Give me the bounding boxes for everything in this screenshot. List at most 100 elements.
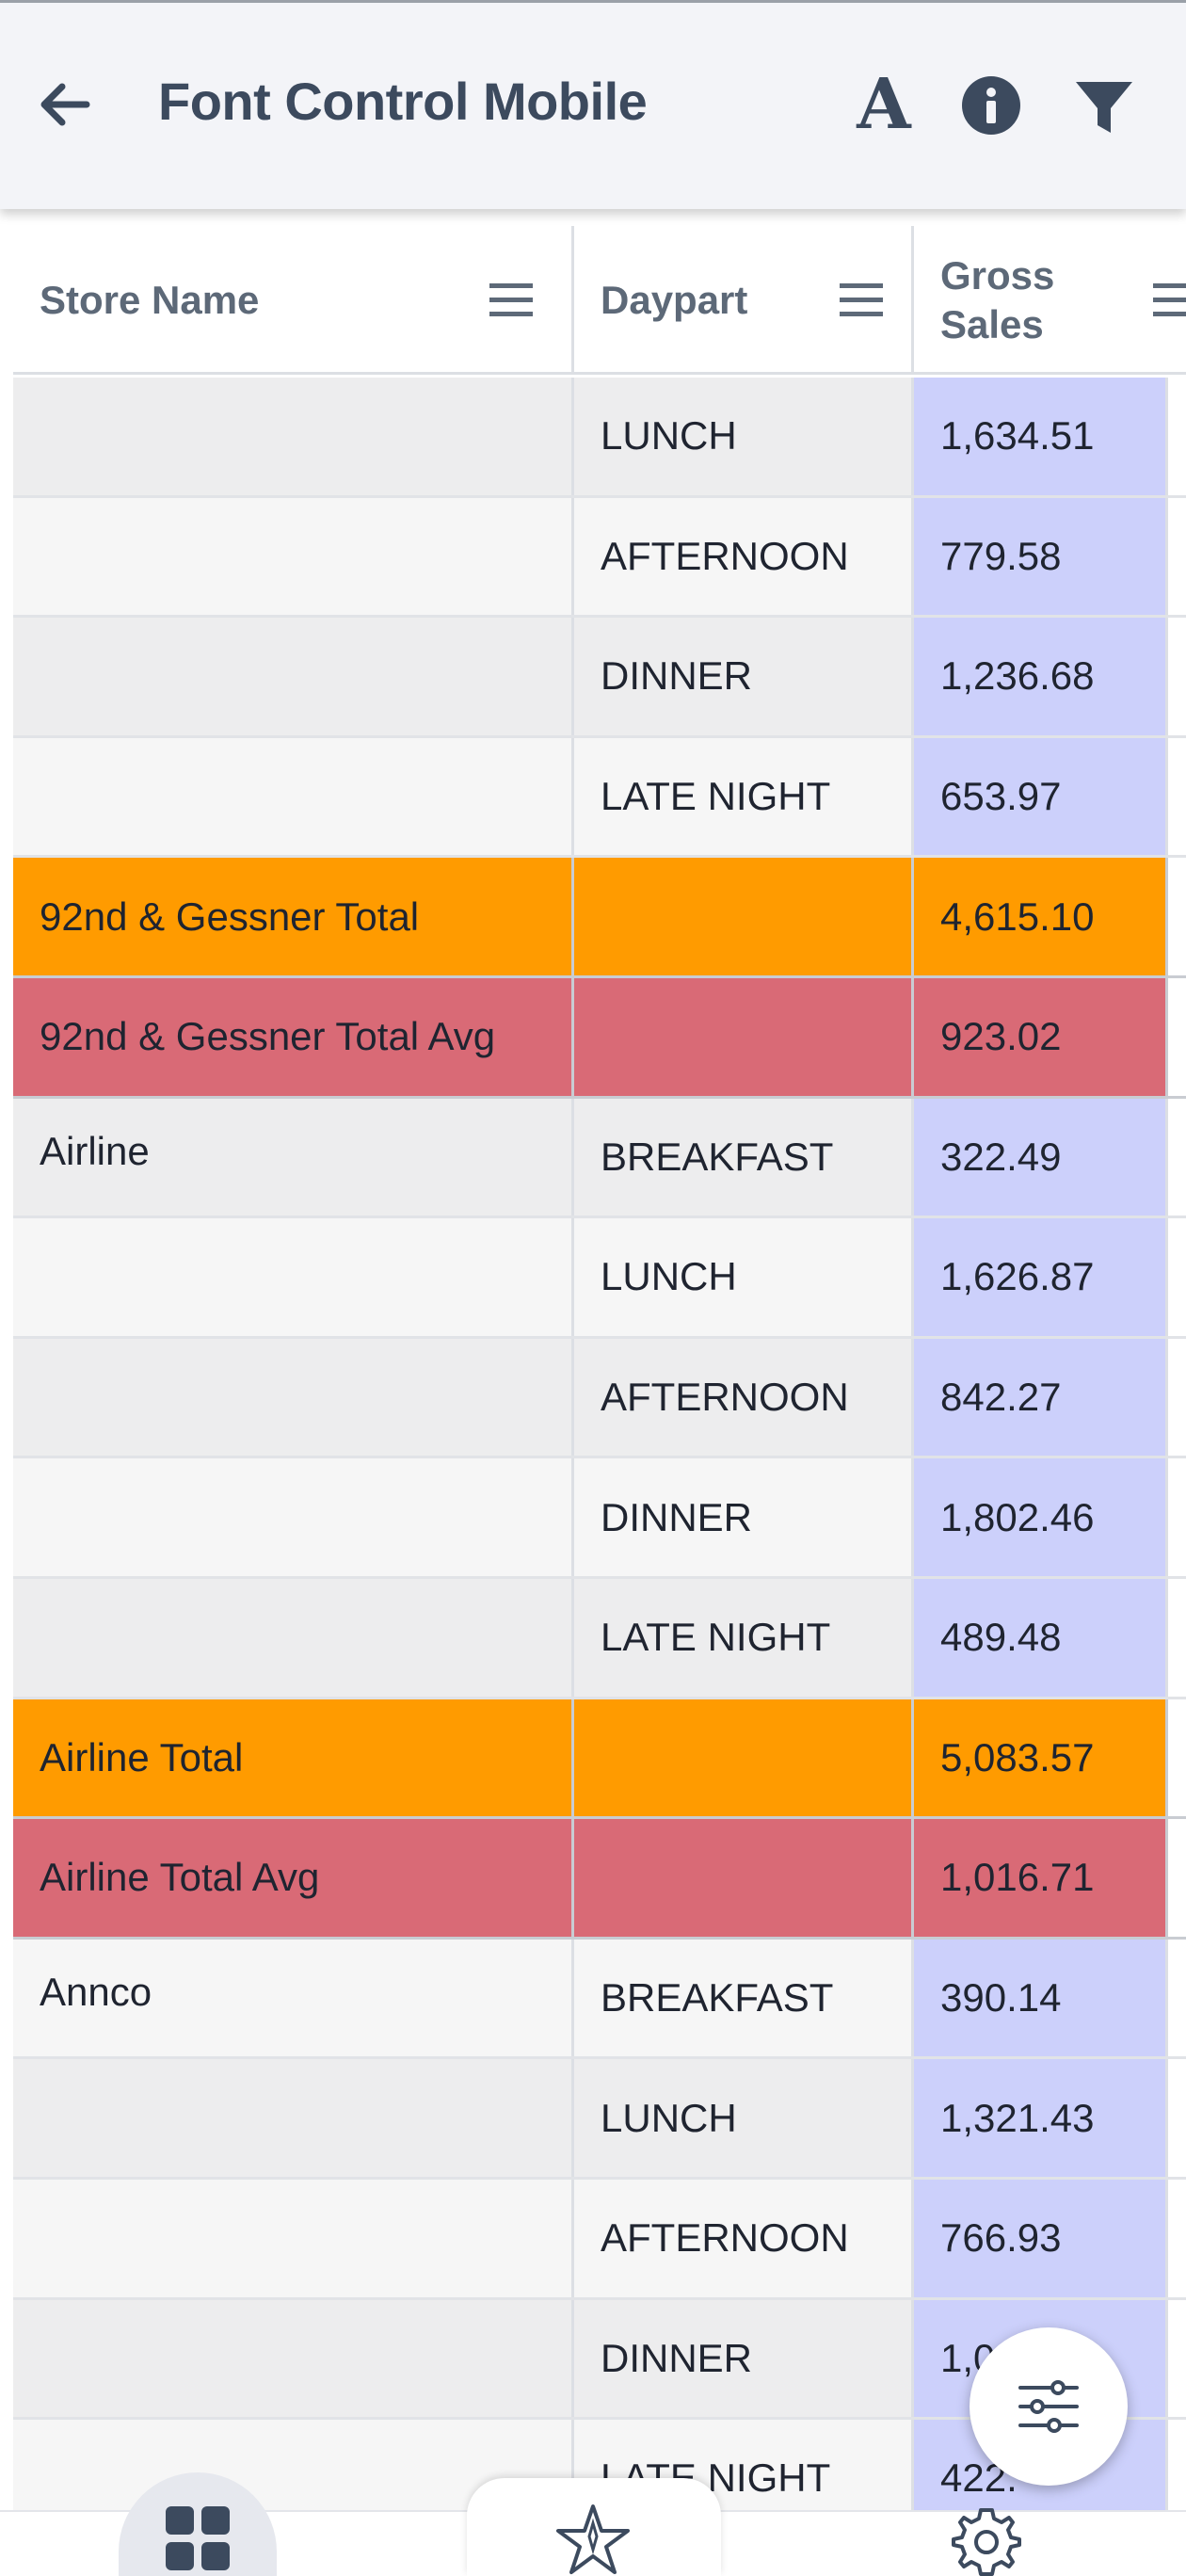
- font-size-icon[interactable]: A: [857, 64, 911, 145]
- column-header-daypart[interactable]: Daypart: [574, 226, 914, 375]
- info-icon[interactable]: [960, 74, 1022, 137]
- cell-store-name[interactable]: [13, 737, 574, 856]
- cell-store-name[interactable]: [13, 618, 574, 735]
- cell-gross-sales[interactable]: 779.58: [914, 497, 1168, 616]
- cell-store-name[interactable]: [13, 2059, 574, 2177]
- cell-store-name[interactable]: Annco: [13, 1939, 574, 2057]
- cell-daypart[interactable]: LUNCH: [574, 1218, 914, 1336]
- cell-text: 1,016.71: [940, 1855, 1095, 1900]
- cell-gross-sales[interactable]: 5,083.57: [914, 1699, 1168, 1817]
- back-arrow-icon[interactable]: [36, 76, 92, 133]
- cell-daypart[interactable]: AFTERNOON: [574, 2179, 914, 2297]
- cell-daypart[interactable]: [574, 1699, 914, 1817]
- table-row[interactable]: AFTERNOON 766.93: [13, 2179, 1186, 2300]
- total-row[interactable]: 92nd & Gessner Total 4,615.10: [13, 858, 1186, 978]
- cell-daypart[interactable]: [574, 1819, 914, 1937]
- column-menu-icon[interactable]: [489, 280, 533, 321]
- cell-store-name[interactable]: [13, 2299, 574, 2418]
- gear-icon[interactable]: [951, 2504, 1022, 2576]
- cell-gross-sales[interactable]: 923.02: [914, 977, 1168, 1096]
- column-menu-icon[interactable]: [1153, 280, 1186, 321]
- nav-item-dashboard[interactable]: [119, 2472, 277, 2576]
- table-row[interactable]: LUNCH 1,634.51: [13, 378, 1186, 498]
- table-row[interactable]: LUNCH 1,626.87: [13, 1218, 1186, 1339]
- cell-text: 5,083.57: [940, 1734, 1095, 1779]
- app-bar: Font Control Mobile A: [0, 0, 1186, 209]
- cell-text: 842.27: [940, 1375, 1062, 1420]
- cell-text: 923.02: [940, 1014, 1062, 1059]
- cell-daypart[interactable]: BREAKFAST: [574, 1939, 914, 2057]
- cell-text: 779.58: [940, 533, 1062, 578]
- cell-daypart[interactable]: [574, 977, 914, 1096]
- grid-body: LUNCH 1,634.51 AFTERNOON 779.58 DINNER 1,236.…: [13, 378, 1186, 2510]
- nav-item-favorites[interactable]: [467, 2478, 721, 2576]
- cell-store-name[interactable]: 92nd & Gessner Total Avg: [13, 977, 574, 1096]
- cell-text: Airline Total: [40, 1734, 244, 1779]
- table-row[interactable]: Annco BREAKFAST 390.14: [13, 1939, 1186, 2060]
- column-header-gross-sales[interactable]: Gross Sales: [914, 226, 1186, 375]
- cell-daypart[interactable]: BREAKFAST: [574, 1098, 914, 1216]
- cell-store-name[interactable]: [13, 1578, 574, 1697]
- table-row[interactable]: LUNCH 1,321.43: [13, 2059, 1186, 2180]
- cell-daypart[interactable]: LATE NIGHT: [574, 737, 914, 856]
- cell-text: 489.48: [940, 1615, 1062, 1660]
- cell-text: DINNER: [601, 1494, 753, 1539]
- cell-store-name[interactable]: Airline Total Avg: [13, 1819, 574, 1937]
- cell-text: LUNCH: [601, 2095, 737, 2140]
- cell-daypart[interactable]: AFTERNOON: [574, 1338, 914, 1457]
- cell-gross-sales[interactable]: 1,321.43: [914, 2059, 1168, 2177]
- cell-text: LUNCH: [601, 1254, 737, 1299]
- total-avg-row[interactable]: 92nd & Gessner Total Avg 923.02: [13, 977, 1186, 1099]
- cell-store-name[interactable]: Airline Total: [13, 1699, 574, 1817]
- total-avg-row[interactable]: Airline Total Avg 1,016.71: [13, 1819, 1186, 1940]
- cell-gross-sales[interactable]: 653.97: [914, 737, 1168, 856]
- cell-store-name[interactable]: [13, 497, 574, 616]
- table-row[interactable]: AFTERNOON 779.58: [13, 497, 1186, 619]
- cell-daypart[interactable]: LUNCH: [574, 378, 914, 495]
- cell-text: Annco: [40, 1969, 152, 2014]
- column-menu-icon[interactable]: [840, 280, 883, 321]
- cell-gross-sales[interactable]: 1,634.51: [914, 378, 1168, 495]
- cell-store-name[interactable]: 92nd & Gessner Total: [13, 858, 574, 975]
- data-grid: Store Name Daypart Gross Sales LUNC: [13, 226, 1186, 2510]
- cell-gross-sales[interactable]: 4,615.10: [914, 858, 1168, 975]
- table-row[interactable]: Airline BREAKFAST 322.49: [13, 1098, 1186, 1219]
- cell-gross-sales[interactable]: 1,236.68: [914, 618, 1168, 735]
- filter-icon[interactable]: [1073, 76, 1135, 138]
- sliders-icon: [1018, 2380, 1079, 2433]
- cell-text: 1,634.51: [940, 413, 1095, 459]
- total-row[interactable]: Airline Total 5,083.57: [13, 1699, 1186, 1820]
- cell-gross-sales[interactable]: 390.14: [914, 1939, 1168, 2057]
- cell-gross-sales[interactable]: 842.27: [914, 1338, 1168, 1457]
- cell-store-name[interactable]: Airline: [13, 1098, 574, 1216]
- settings-fab[interactable]: [970, 2327, 1128, 2486]
- cell-daypart[interactable]: AFTERNOON: [574, 497, 914, 616]
- cell-store-name[interactable]: [13, 2179, 574, 2297]
- column-header-label: Store Name: [40, 278, 260, 322]
- cell-store-name[interactable]: [13, 1338, 574, 1457]
- cell-store-name[interactable]: [13, 1218, 574, 1336]
- table-row[interactable]: LATE NIGHT 653.97: [13, 737, 1186, 859]
- table-row[interactable]: DINNER 1,236.68: [13, 618, 1186, 738]
- cell-text: BREAKFAST: [601, 1975, 834, 2021]
- cell-daypart[interactable]: LUNCH: [574, 2059, 914, 2177]
- table-row[interactable]: LATE NIGHT 489.48: [13, 1578, 1186, 1699]
- cell-daypart[interactable]: [574, 858, 914, 975]
- cell-gross-sales[interactable]: 1,626.87: [914, 1218, 1168, 1336]
- cell-gross-sales[interactable]: 766.93: [914, 2179, 1168, 2297]
- cell-gross-sales[interactable]: 489.48: [914, 1578, 1168, 1697]
- cell-daypart[interactable]: DINNER: [574, 618, 914, 735]
- cell-text: 4,615.10: [940, 894, 1095, 939]
- cell-daypart[interactable]: LATE NIGHT: [574, 1578, 914, 1697]
- cell-gross-sales[interactable]: 1,016.71: [914, 1819, 1168, 1937]
- cell-daypart[interactable]: DINNER: [574, 2299, 914, 2418]
- cell-gross-sales[interactable]: 322.49: [914, 1098, 1168, 1216]
- cell-daypart[interactable]: LATE NIGHT: [574, 2420, 914, 2510]
- cell-store-name[interactable]: [13, 378, 574, 495]
- cell-daypart[interactable]: DINNER: [574, 1458, 914, 1576]
- column-header-store-name[interactable]: Store Name: [13, 226, 574, 375]
- table-row[interactable]: AFTERNOON 842.27: [13, 1338, 1186, 1459]
- cell-gross-sales[interactable]: 1,802.46: [914, 1458, 1168, 1576]
- table-row[interactable]: DINNER 1,802.46: [13, 1458, 1186, 1579]
- cell-store-name[interactable]: [13, 1458, 574, 1576]
